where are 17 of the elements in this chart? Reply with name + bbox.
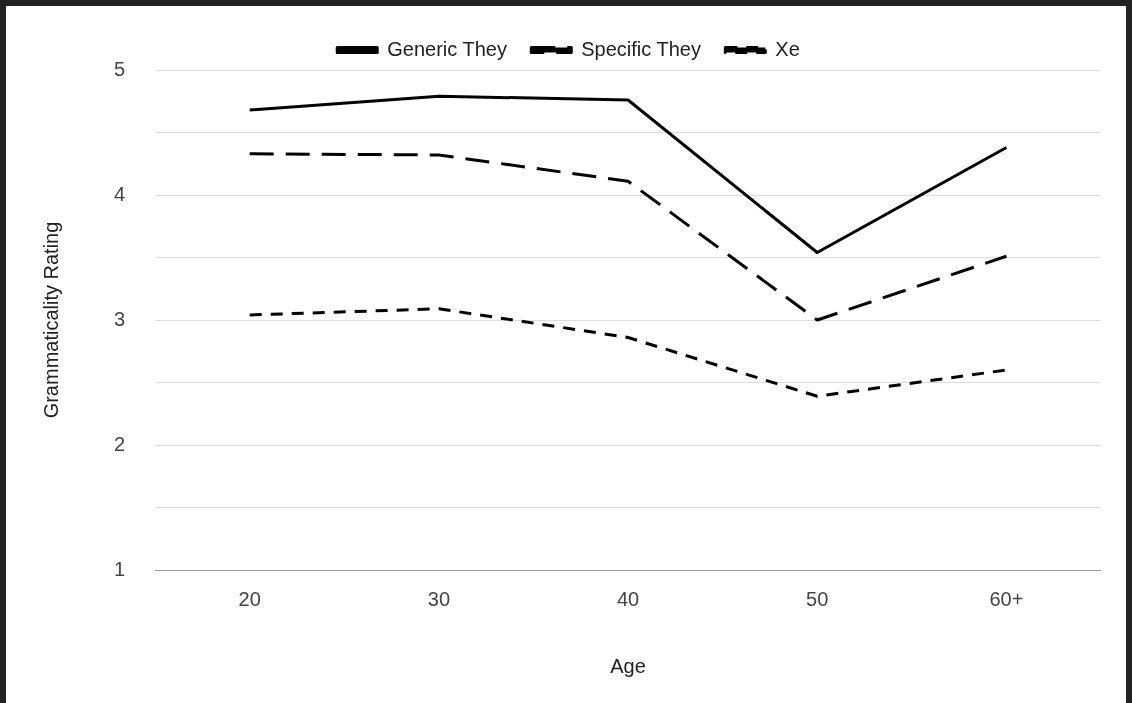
x-tick-label: 20 (238, 587, 261, 610)
x-axis-title: Age (610, 654, 646, 677)
legend-label: Xe (775, 37, 800, 60)
x-tick-label: 60+ (989, 587, 1024, 610)
legend-label: Generic They (387, 37, 507, 60)
x-tick-label: 50 (806, 587, 829, 610)
line-series (248, 307, 1008, 398)
x-tick-label: 30 (427, 587, 451, 610)
y-tick-label: 2 (114, 432, 126, 455)
x-tick-label: 40 (616, 587, 640, 610)
y-axis-title: Grammaticality Rating (39, 221, 62, 419)
legend-label: Specific They (581, 37, 701, 60)
y-tick-label: 5 (114, 57, 126, 80)
line-series (248, 152, 1008, 322)
y-tick-label: 4 (114, 182, 126, 205)
y-tick-label: 3 (114, 307, 126, 330)
y-tick-label: 1 (114, 557, 126, 580)
